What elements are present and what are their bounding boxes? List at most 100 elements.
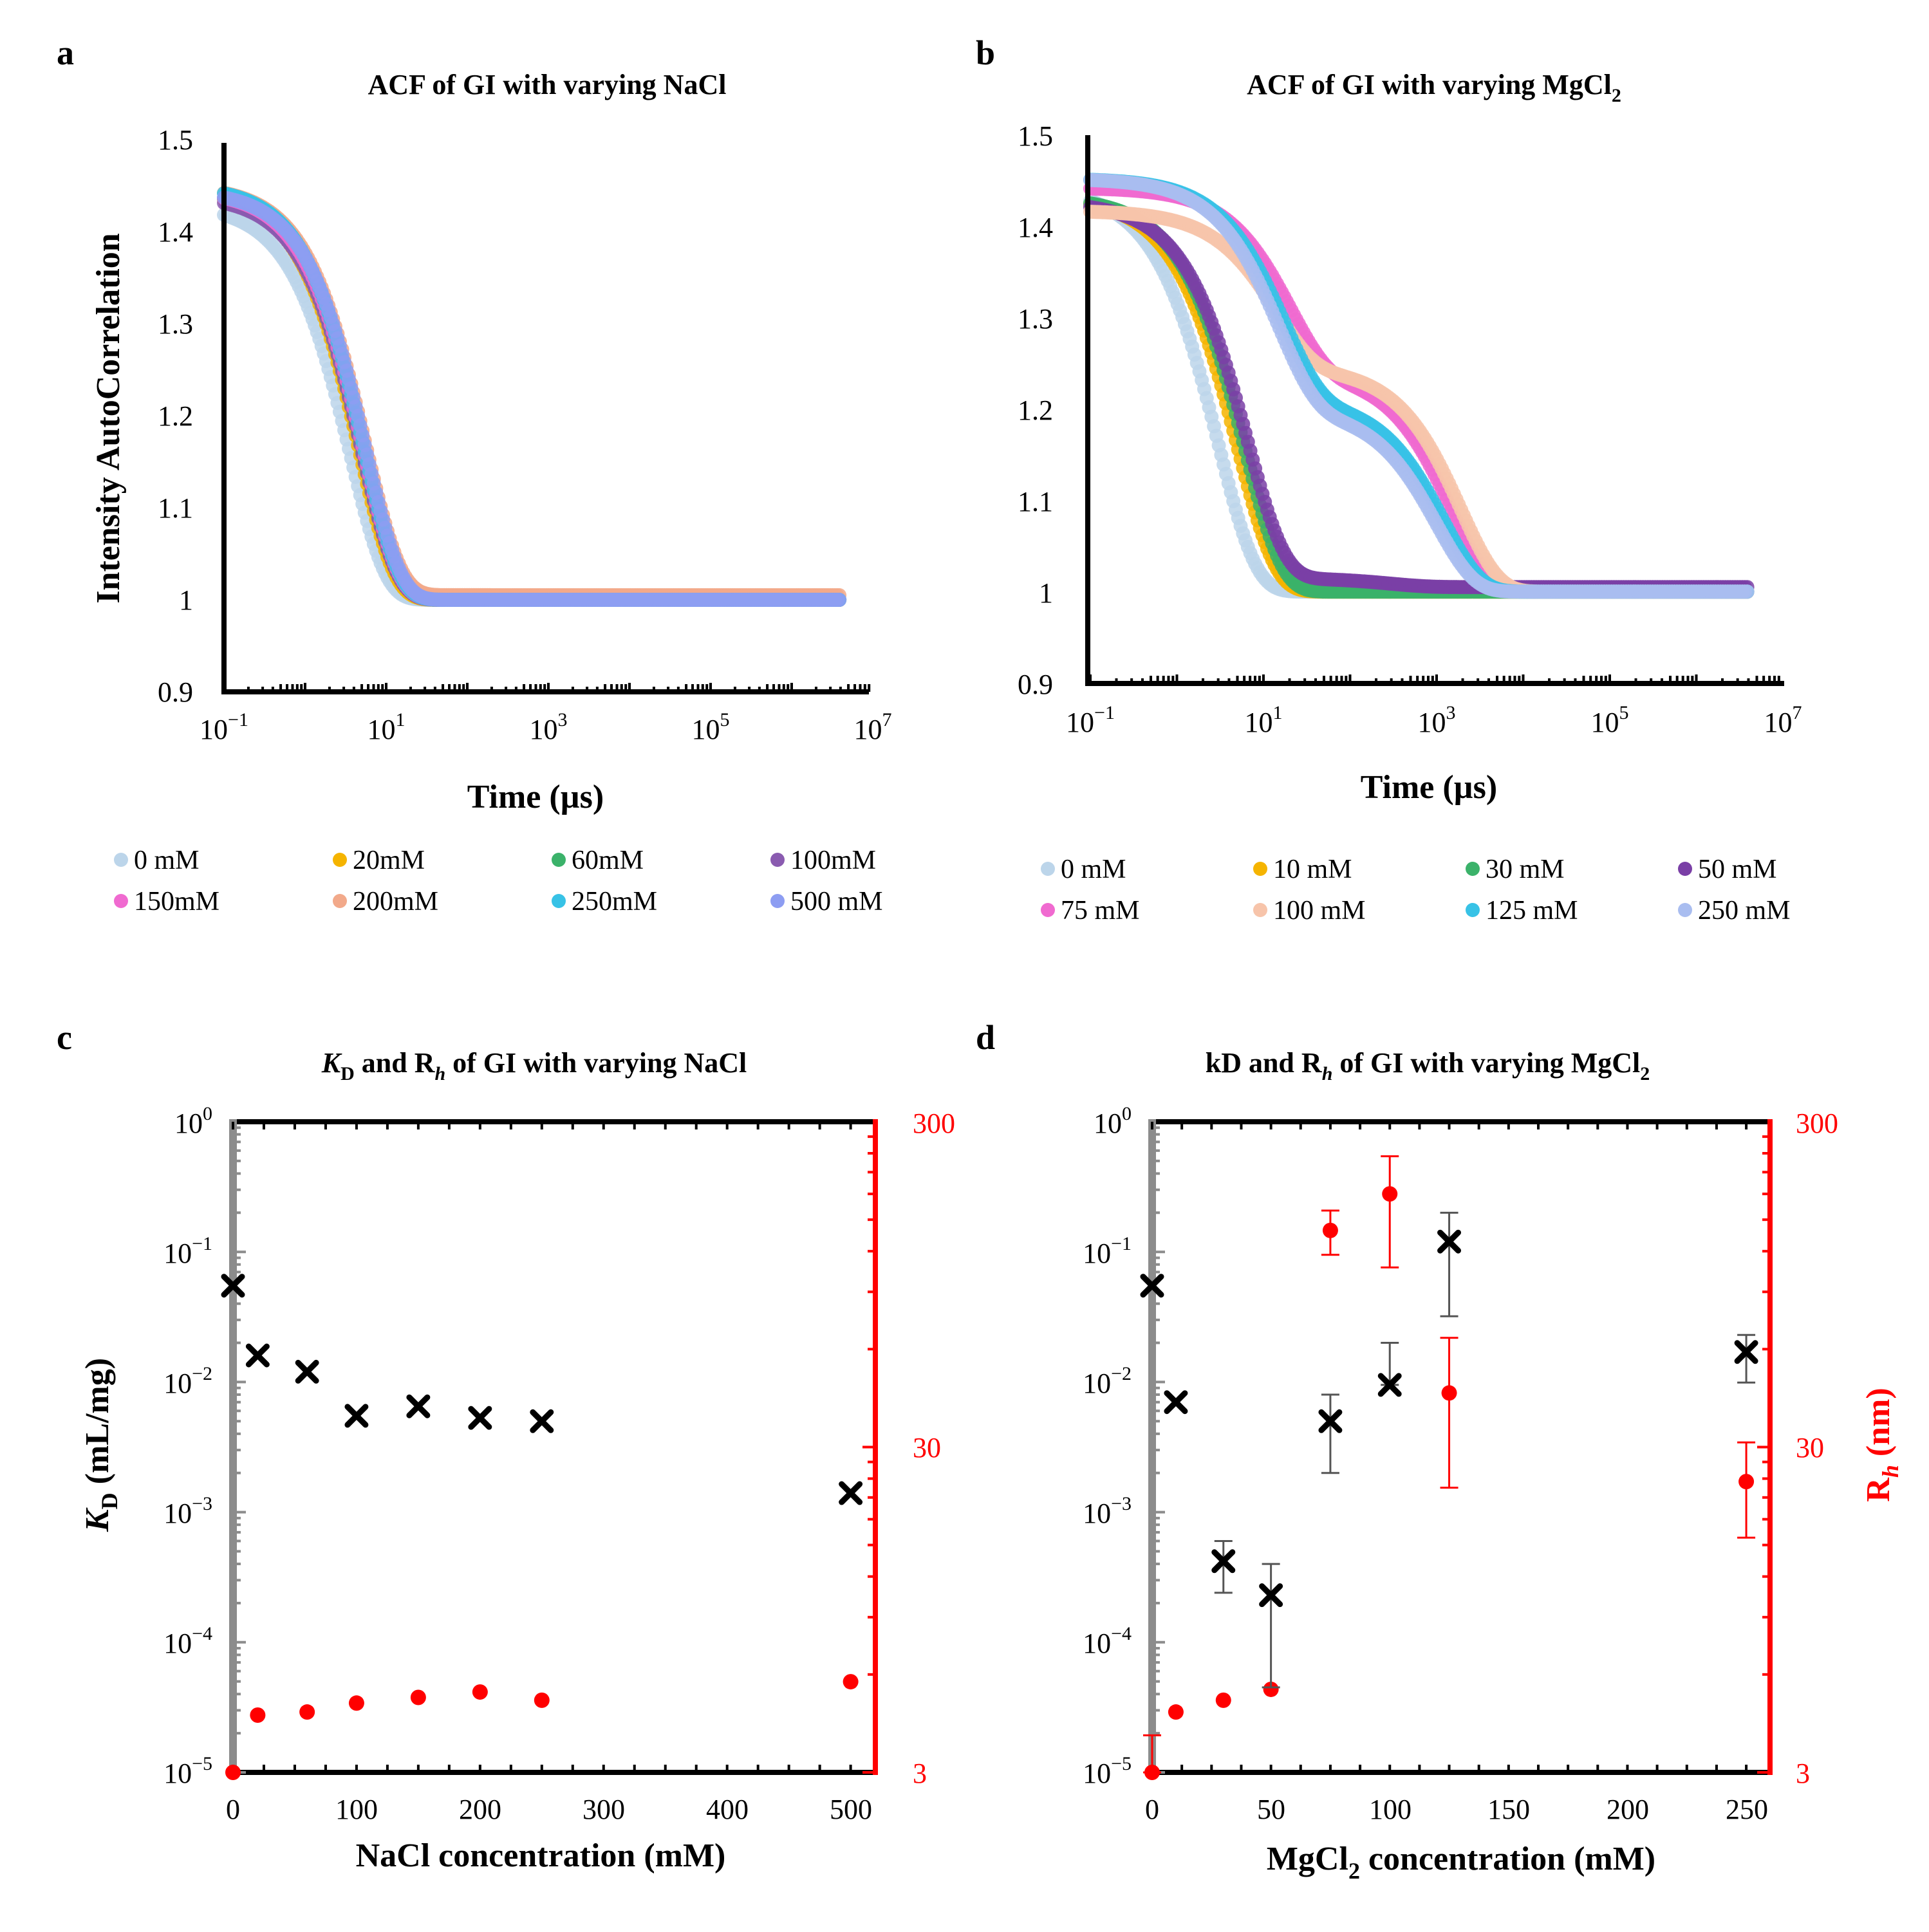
legend-item: 100 mM <box>1253 896 1366 925</box>
chart-c-x-ticks: 0 100 200 300 400 500 <box>226 1794 872 1825</box>
legend-marker <box>1466 862 1480 876</box>
x-tick-label: 103 <box>530 709 568 745</box>
panel-c: c KD and Rh of GI with varying NaCl 100 … <box>57 1018 955 1874</box>
kd-error-bar <box>1321 1393 1339 1474</box>
kd-point <box>1259 1583 1283 1608</box>
legend-item: 60mM <box>552 846 644 875</box>
chart-d-x-label: MgCl2 concentration (mM) <box>1267 1841 1655 1884</box>
panel-label-b: b <box>976 33 995 72</box>
kd-error-bar <box>1737 1333 1756 1384</box>
legend-item: 75 mM <box>1041 896 1140 925</box>
legend-marker <box>1253 862 1267 876</box>
y-tick-label: 100 <box>174 1103 212 1139</box>
rh-point <box>225 1765 241 1780</box>
y-tick-label: 1.5 <box>1018 120 1053 152</box>
y-tick-label: 10−1 <box>1083 1233 1132 1269</box>
rh-point <box>843 1674 859 1690</box>
x-tick-label: 0 <box>226 1794 240 1825</box>
kd-point <box>839 1481 863 1505</box>
x-tick-label: 200 <box>459 1794 501 1825</box>
legend-label: 200mM <box>353 887 438 916</box>
legend-label: 125 mM <box>1486 896 1578 925</box>
legend-item: 150mM <box>114 887 219 916</box>
x-tick-label: 105 <box>692 709 730 745</box>
chart-c-y-ticks: 100 10−1 10−2 10−3 10−4 10−5 <box>163 1103 212 1789</box>
legend-label: 20mM <box>353 846 425 875</box>
series-500mm <box>217 190 847 607</box>
x-tick-label: 0 <box>1145 1794 1159 1825</box>
chart-d-data-points <box>1140 1155 1758 1780</box>
panel-b: b ACF of GI with varying MgCl2 0.9 1 1.1… <box>976 33 1802 925</box>
panel-label-a: a <box>57 33 74 72</box>
kd-error-bar <box>1262 1563 1280 1689</box>
legend-label: 100 mM <box>1273 896 1366 925</box>
y-tick-label: 10−4 <box>1083 1623 1132 1659</box>
chart-b-x-label: Time (µs) <box>1361 769 1497 806</box>
x-tick-label: 100 <box>335 1794 378 1825</box>
chart-a-x-label: Time (µs) <box>467 779 604 815</box>
kd-point <box>1377 1373 1402 1397</box>
y-tick-label: 1.4 <box>158 216 193 248</box>
x-tick-label: 101 <box>1245 702 1283 738</box>
legend-marker <box>1253 903 1267 917</box>
legend-marker <box>114 853 128 867</box>
kd-point <box>406 1394 431 1418</box>
legend-marker <box>1041 903 1055 917</box>
rh-error-bar <box>1440 1337 1458 1489</box>
chart-a-y-label: Intensity AutoCorrelation <box>90 233 127 603</box>
y-tick-label: 10−3 <box>1083 1493 1132 1529</box>
y-tick-label: 1.1 <box>1018 486 1053 517</box>
chart-c-y-label: KD (mL/mg) <box>79 1358 122 1532</box>
rh-point <box>1263 1681 1279 1697</box>
chart-a-y-ticks: 0.9 1 1.1 1.2 1.3 1.4 1.5 <box>158 124 193 708</box>
x-tick-label: 250 <box>1726 1794 1768 1825</box>
rh-point <box>1168 1704 1184 1720</box>
rh-point <box>472 1684 488 1700</box>
chart-c-tick-marks <box>232 1122 875 1774</box>
legend-label: 0 mM <box>1061 855 1126 884</box>
y2-tick-label: 3 <box>1796 1758 1810 1789</box>
legend-item: 250 mM <box>1678 896 1791 925</box>
x-tick-label: 107 <box>1764 702 1802 738</box>
legend-item: 20mM <box>333 846 425 875</box>
legend-marker <box>1678 862 1692 876</box>
legend-marker <box>333 853 347 867</box>
chart-c-y2-ticks: 300 30 3 <box>913 1108 955 1789</box>
y2-tick-label: 3 <box>913 1758 927 1789</box>
acf-point <box>1740 584 1755 599</box>
kd-point <box>530 1409 554 1433</box>
chart-c-data-points <box>221 1274 863 1780</box>
panel-a: a ACF of GI with varying NaCl 0.9 1 1.1 … <box>57 33 892 916</box>
y-tick-label: 1.2 <box>1018 395 1053 426</box>
rh-point <box>410 1689 426 1705</box>
x-tick-label: 300 <box>582 1794 625 1825</box>
rh-point <box>250 1707 266 1723</box>
legend-label: 50 mM <box>1698 855 1777 884</box>
x-tick-label: 50 <box>1257 1794 1285 1825</box>
y-tick-label: 0.9 <box>1018 669 1053 700</box>
legend-marker <box>1466 903 1480 917</box>
kd-point <box>468 1406 492 1430</box>
rh-point <box>348 1695 364 1711</box>
y-tick-label: 1.5 <box>158 124 193 156</box>
y-tick-label: 10−5 <box>1083 1753 1132 1789</box>
rh-point <box>1441 1385 1457 1401</box>
rh-error-bar <box>1737 1441 1756 1539</box>
y-tick-label: 10−2 <box>1083 1363 1132 1399</box>
rh-point <box>1144 1765 1160 1780</box>
legend-marker <box>114 894 128 908</box>
legend-marker <box>1041 862 1055 876</box>
legend-marker <box>552 894 566 908</box>
kd-point <box>1318 1409 1343 1433</box>
kd-point <box>221 1274 245 1298</box>
y-tick-label: 1.3 <box>158 308 193 340</box>
x-tick-label: 107 <box>854 709 892 745</box>
chart-b-y-ticks: 0.9 1 1.1 1.2 1.3 1.4 1.5 <box>1018 120 1053 700</box>
legend-marker <box>770 894 785 908</box>
legend-item: 250mM <box>552 887 657 916</box>
kd-error-bar <box>1440 1211 1458 1317</box>
legend-item: 0 mM <box>1041 855 1126 884</box>
